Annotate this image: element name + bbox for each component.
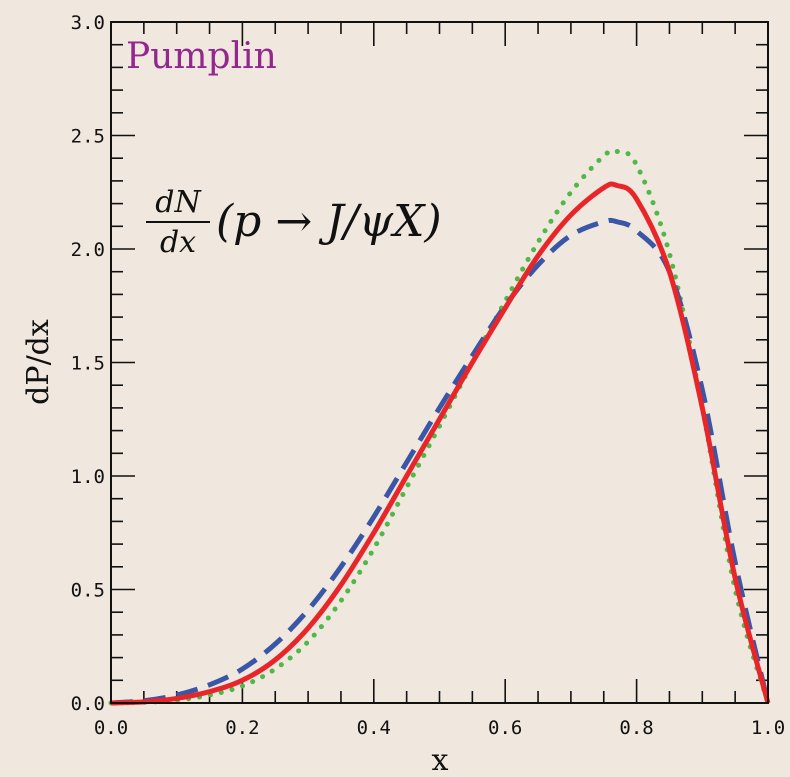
x-tick-label: 0.2 — [225, 717, 259, 739]
y-axis-title: dP/dx — [21, 319, 56, 405]
x-tick-label: 0.8 — [619, 717, 653, 739]
y-tick-label: 2.0 — [71, 239, 105, 261]
series-line-solid — [110, 181, 771, 706]
x-tick-label: 0.0 — [94, 717, 128, 739]
formula-numerator: dN — [155, 185, 202, 220]
labels-layer: 0.0 0.2 0.4 0.6 0.8 1.0 0.0 0.5 1.0 1.5 2.0 2.5 3.0 — [71, 12, 785, 739]
y-tick-label: 1.0 — [71, 466, 105, 488]
series-line-dashed — [110, 217, 771, 706]
x-tick-label: 1.0 — [751, 717, 785, 739]
x-axis-title: x — [432, 743, 449, 777]
ticks-layer — [110, 21, 769, 704]
brand-annotation: Pumplin — [126, 36, 277, 77]
y-tick-label: 3.0 — [71, 12, 105, 34]
series-layer — [108, 147, 771, 706]
x-tick-label: 0.6 — [488, 717, 522, 739]
y-tick-label: 0.5 — [71, 580, 105, 602]
formula-denominator: dx — [160, 225, 196, 260]
plot-frame — [110, 21, 769, 704]
y-tick-label: 2.5 — [71, 126, 105, 148]
formula-annotation: dN dx (p → J/ψX) — [146, 185, 442, 260]
y-tick-label: 1.5 — [71, 353, 105, 375]
formula-rest: (p → J/ψX) — [216, 196, 442, 247]
x-tick-label: 0.4 — [357, 717, 391, 739]
y-tick-label: 0.0 — [71, 693, 105, 715]
